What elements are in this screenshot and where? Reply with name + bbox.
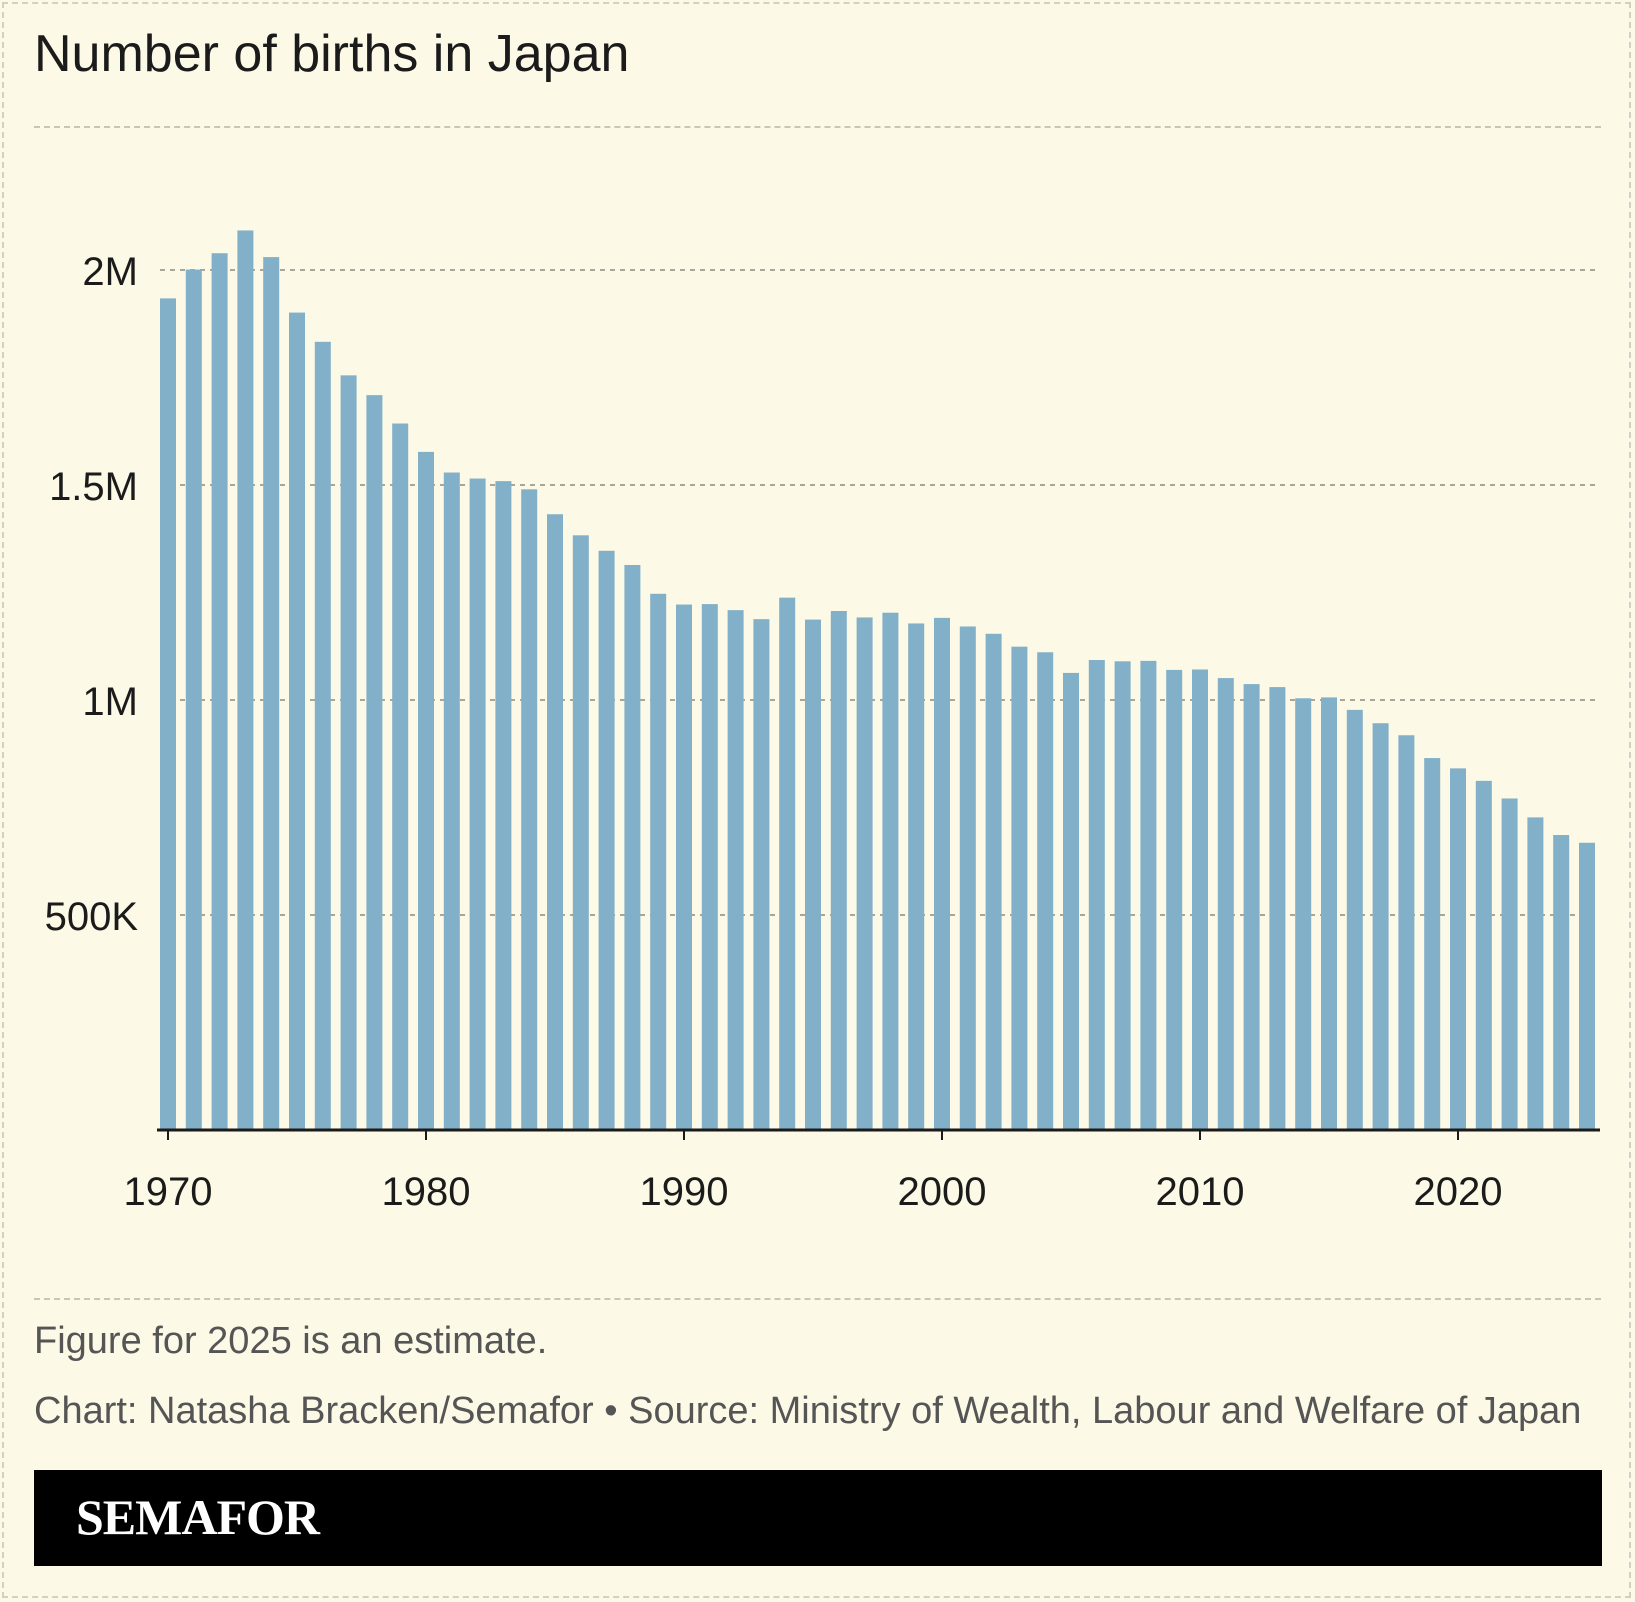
bar (1088, 660, 1105, 1130)
bar (1501, 798, 1518, 1130)
bar (211, 253, 228, 1131)
bar (521, 489, 538, 1130)
bar (598, 550, 615, 1130)
chart-title: Number of births in Japan (34, 25, 630, 83)
x-axis: 1970 1980 1990 2000 2010 2020 (124, 1128, 1600, 1214)
x-tick-label: 2010 (1156, 1170, 1245, 1214)
bar (1346, 709, 1363, 1130)
bar (469, 478, 486, 1130)
bar (392, 423, 409, 1130)
bar (805, 619, 821, 1130)
bar (676, 604, 692, 1130)
bar (1217, 678, 1234, 1130)
bar (1140, 660, 1157, 1130)
estimate-note: Figure for 2025 is an estimate. (34, 1320, 548, 1362)
bar (1475, 780, 1492, 1130)
x-tick-label: 2020 (1414, 1170, 1503, 1214)
bar (1579, 842, 1595, 1130)
bar (1011, 646, 1028, 1130)
bar (1063, 672, 1079, 1130)
semafor-logo: SEMAFOR (76, 1489, 320, 1545)
bar (959, 626, 976, 1130)
x-tick-label: 1990 (640, 1170, 729, 1214)
bar (1450, 768, 1466, 1130)
bar (1192, 669, 1208, 1130)
bar (779, 597, 796, 1130)
bar (237, 230, 254, 1130)
bar (882, 612, 899, 1130)
bars (160, 230, 1595, 1131)
x-tick-label: 1980 (382, 1170, 471, 1214)
bar (495, 481, 512, 1130)
bar (1269, 687, 1286, 1130)
bar (1553, 835, 1570, 1130)
bar (650, 593, 667, 1130)
bar (856, 617, 873, 1130)
bar (1398, 735, 1415, 1130)
bar (1527, 817, 1544, 1130)
bar (727, 610, 744, 1130)
bar (1372, 723, 1389, 1130)
bottom-separator (34, 1298, 1601, 1300)
bar (934, 617, 950, 1130)
y-tick-label: 1M (82, 680, 138, 724)
bar-chart: 1970 1980 1990 2000 2010 2020 500K 1M 1.5M 2M (45, 230, 1600, 1214)
y-tick-label: 1.5M (49, 465, 138, 509)
bar (701, 604, 718, 1130)
bar (263, 257, 280, 1131)
x-tick-label: 1970 (124, 1170, 213, 1214)
bar (572, 535, 589, 1130)
x-tick-label: 2000 (898, 1170, 987, 1214)
bar (985, 633, 1002, 1130)
bar (753, 619, 770, 1130)
bar (1321, 697, 1337, 1130)
bar (624, 564, 641, 1130)
bar (160, 298, 176, 1130)
bar (185, 269, 202, 1130)
y-tick-label: 500K (45, 895, 139, 939)
bar (1037, 652, 1054, 1130)
bar (443, 472, 460, 1130)
bar (340, 375, 357, 1131)
bar (418, 451, 434, 1130)
credit-note: Chart: Natasha Bracken/Semafor • Source:… (34, 1390, 1582, 1432)
bar (314, 341, 331, 1130)
bar (1114, 661, 1131, 1130)
bar (1424, 758, 1441, 1130)
y-axis-labels: 500K 1M 1.5M 2M (45, 250, 139, 939)
bar (366, 395, 383, 1130)
bar (1166, 669, 1183, 1130)
bar (830, 610, 847, 1130)
top-separator (34, 126, 1601, 128)
brand-bar: SEMAFOR (34, 1470, 1602, 1566)
bar (289, 312, 305, 1130)
bar (547, 514, 563, 1130)
bar (1243, 684, 1260, 1130)
bar (908, 623, 925, 1130)
y-tick-label: 2M (82, 250, 138, 294)
bar (1295, 698, 1312, 1130)
